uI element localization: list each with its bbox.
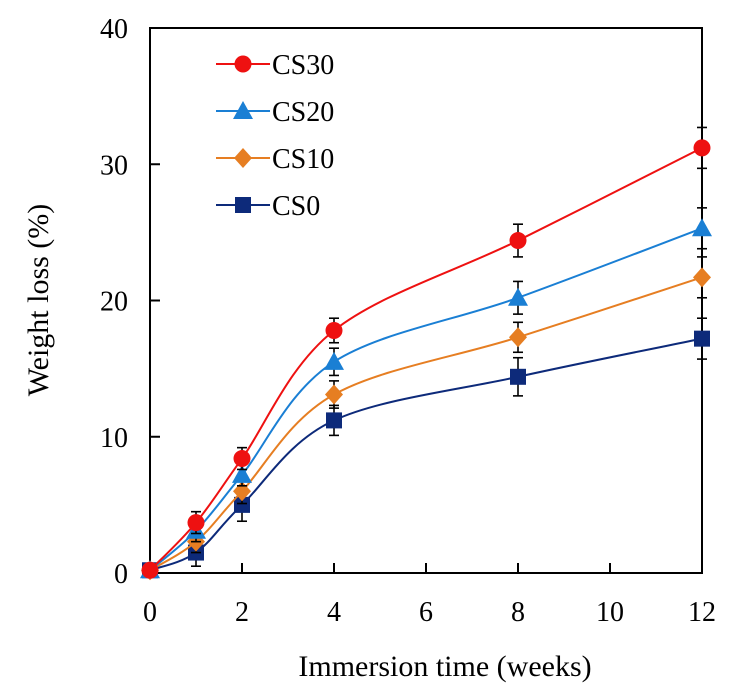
data-point [324, 351, 344, 370]
series-cs0 [142, 317, 710, 579]
y-tick-label: 10 [100, 423, 128, 454]
y-tick-label: 20 [100, 287, 128, 318]
x-axis-ticks: 0 2 4 6 8 10 12 [143, 563, 716, 628]
data-point [233, 450, 251, 468]
legend-marker [235, 197, 251, 213]
y-axis-ticks: 0 10 20 30 40 [100, 14, 160, 590]
series-line [149, 147, 703, 571]
data-point [694, 330, 710, 347]
legend-label: CS0 [272, 191, 320, 222]
data-point [232, 464, 252, 483]
legend: CS30 CS20 CS10 CS0 [216, 50, 334, 222]
legend-label: CS20 [272, 97, 334, 128]
data-point [141, 561, 159, 579]
x-tick-label: 0 [143, 597, 157, 628]
legend-label: CS30 [272, 50, 334, 81]
plot-frame [149, 27, 703, 574]
x-tick-label: 4 [327, 597, 341, 628]
data-point [510, 368, 526, 385]
data-point [326, 412, 342, 429]
x-tick-label: 12 [688, 597, 716, 628]
plot-area [149, 27, 703, 574]
y-tick-label: 0 [114, 559, 128, 590]
data-point [693, 139, 711, 157]
legend-item-cs0: CS0 [216, 191, 320, 222]
x-tick-label: 10 [596, 597, 624, 628]
series-cs10 [141, 256, 711, 581]
legend-item-cs10: CS10 [216, 144, 334, 175]
x-tick-label: 2 [235, 597, 249, 628]
y-tick-label: 40 [100, 14, 128, 45]
data-point [693, 267, 711, 288]
y-axis-title: Weight loss (%) [22, 204, 55, 397]
legend-label: CS10 [272, 144, 334, 175]
x-tick-label: 6 [419, 597, 433, 628]
data-point [509, 232, 527, 250]
legend-item-cs30: CS30 [216, 50, 334, 81]
data-point [508, 287, 528, 306]
series-line [149, 276, 703, 572]
data-point [325, 384, 343, 405]
data-point [234, 496, 250, 513]
series-line [149, 227, 703, 572]
legend-marker [233, 101, 253, 119]
legend-marker [234, 148, 252, 168]
legend-item-cs20: CS20 [216, 97, 334, 128]
series-line [149, 337, 703, 572]
legend-marker [234, 55, 252, 73]
series-layer [140, 126, 712, 581]
series-cs30 [141, 126, 711, 579]
data-point [692, 218, 712, 237]
x-tick-label: 8 [511, 597, 525, 628]
data-point [325, 321, 343, 339]
data-point [187, 514, 205, 532]
y-tick-label: 30 [100, 150, 128, 181]
x-axis-title: Immersion time (weeks) [298, 650, 591, 683]
data-point [509, 327, 527, 348]
